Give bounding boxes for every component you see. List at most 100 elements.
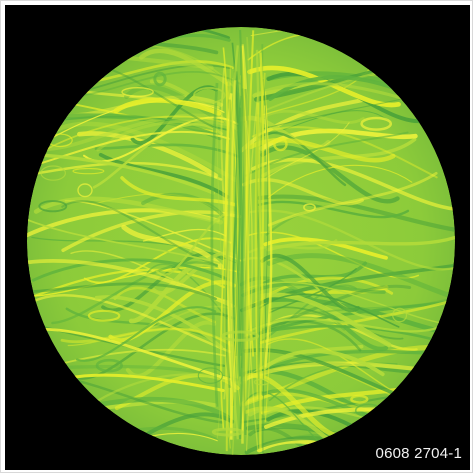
swirl-strand [260, 253, 361, 313]
swirl-strand [108, 280, 236, 342]
vortex-ring [253, 378, 270, 386]
swirl-filament [255, 49, 261, 356]
swirl-strand [256, 292, 392, 348]
fluid-mixing-disk [27, 27, 455, 455]
swirl-strand [33, 196, 224, 225]
vortex-ring [38, 200, 68, 213]
swirl-strand [27, 327, 232, 381]
swirl-strand [67, 373, 225, 392]
swirl-strand [242, 281, 455, 326]
vortex-ring [121, 86, 154, 97]
swirl-strand [258, 293, 400, 328]
swirl-filament [264, 91, 273, 423]
swirl-strand [248, 137, 396, 163]
swirl-strand [263, 288, 389, 351]
swirl-strand [120, 176, 238, 207]
swirl-strand [31, 236, 236, 264]
swirl-strand [266, 232, 455, 252]
vortex-ring [40, 165, 66, 181]
vortex-ring [418, 113, 441, 123]
swirl-strand [267, 164, 413, 198]
vortex-ring [197, 367, 224, 384]
swirl-strand [261, 319, 362, 352]
swirl-strand [113, 97, 222, 116]
swirl-strand [259, 349, 440, 374]
vortex-ring [392, 307, 408, 323]
vortex-ring [193, 86, 226, 104]
swirl-strand [33, 130, 231, 167]
swirl-strand [260, 145, 400, 204]
swirl-filament [224, 66, 231, 449]
swirl-strand [265, 204, 375, 236]
swirl-filament [262, 79, 269, 455]
swirl-filament [259, 52, 265, 452]
vortex-ring [87, 309, 121, 322]
swirl-filament [242, 88, 250, 436]
swirl-strand [268, 268, 357, 314]
swirl-strand [61, 210, 242, 253]
swirl-strand [96, 119, 239, 152]
swirl-filament [229, 80, 237, 393]
swirl-filament [246, 30, 255, 357]
vortex-ring [95, 358, 123, 373]
swirl-strand [27, 312, 226, 367]
swirl-strand [269, 306, 404, 340]
swirl-strand [262, 349, 385, 377]
vortex-ring [303, 203, 316, 212]
swirl-strand [257, 131, 347, 187]
swirl-strand [257, 200, 410, 219]
swirl-strand [29, 115, 225, 159]
swirl-strand [27, 161, 223, 183]
swirl-strand [131, 27, 230, 39]
swirl-strand [139, 48, 232, 87]
swirl-strand [31, 258, 230, 282]
vortex-ring [350, 394, 369, 404]
swirl-strand [27, 372, 224, 424]
swirl-filament [258, 72, 266, 379]
vortex-ring [72, 167, 105, 175]
swirl-strand [51, 261, 219, 325]
swirl-strand [246, 317, 446, 333]
swirl-strand [251, 157, 455, 212]
swirl-strand [261, 137, 417, 178]
vortex-ring [405, 52, 442, 61]
swirl-strand [267, 171, 438, 227]
vortex-ring [221, 330, 260, 342]
swirl-filament [254, 102, 260, 400]
swirl-strand [43, 121, 238, 182]
swirl-strand [124, 84, 225, 125]
swirl-strand [266, 253, 455, 310]
swirl-strand [42, 113, 225, 152]
image-caption: 0608 2704-1 [375, 445, 462, 462]
swirl-strand [76, 306, 217, 362]
swirl-strand [141, 192, 226, 218]
swirl-strand [64, 199, 242, 262]
swirl-strand [261, 261, 367, 286]
swirl-strand [258, 109, 365, 125]
swirl-filament [210, 82, 219, 407]
vortex-ring [77, 183, 93, 198]
swirl-strand [254, 82, 455, 122]
swirl-strand [261, 325, 455, 358]
swirl-strand [30, 293, 232, 354]
swirl-filament [237, 29, 243, 377]
swirl-strand [244, 131, 409, 177]
swirl-strand [27, 282, 217, 301]
swirl-strand [263, 76, 455, 130]
swirl-filament [245, 36, 251, 408]
swirl-strand [247, 406, 386, 455]
vortex-ring [273, 137, 288, 152]
vortex-ring [360, 116, 393, 131]
swirl-strand [257, 194, 455, 235]
swirl-strand [256, 438, 443, 455]
swirl-strand [251, 126, 438, 179]
swirl-filament [246, 120, 253, 452]
swirl-strand [111, 305, 235, 339]
swirl-strand [94, 143, 241, 159]
swirl-strand [27, 348, 226, 387]
swirl-strand [242, 178, 364, 206]
swirl-strand [240, 258, 455, 313]
swirl-strand [259, 289, 455, 344]
vortex-ring [153, 71, 167, 87]
